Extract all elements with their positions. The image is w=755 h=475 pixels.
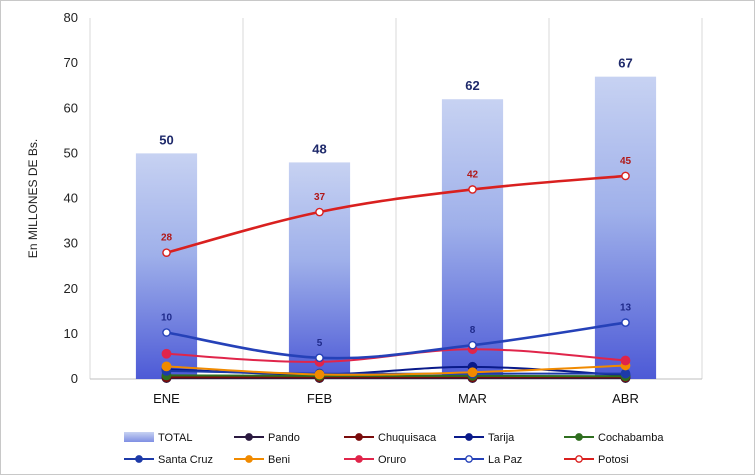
y-tick-label: 10 [64, 326, 78, 341]
y-tick-label: 60 [64, 100, 78, 115]
data-label-total: 62 [465, 78, 479, 93]
y-tick-label: 70 [64, 55, 78, 70]
y-axis-title: En MILLONES DE Bs. [26, 139, 40, 258]
legend-marker-la-paz [465, 455, 473, 463]
legend-label-pando: Pando [268, 432, 300, 444]
x-tick-label: ABR [612, 391, 639, 406]
data-label-potosi: 42 [467, 169, 479, 180]
y-tick-label: 0 [71, 371, 78, 386]
legend-label-potosi: Potosi [598, 454, 629, 466]
bar-total [594, 76, 657, 379]
point-santa-cruz [620, 368, 631, 379]
x-tick-label: ENE [153, 391, 180, 406]
series-line-potosi [166, 174, 626, 254]
legend-marker-santa-cruz [135, 455, 143, 463]
legend-marker-pando [245, 433, 253, 441]
legend-marker-potosi [575, 455, 583, 463]
y-tick-label: 20 [64, 281, 78, 296]
point-la-paz [468, 340, 477, 350]
legend-marker-beni [245, 455, 253, 463]
point-potosi [315, 207, 324, 217]
y-tick-label: 80 [64, 10, 78, 25]
legend-label-chuquisaca: Chuquisaca [378, 432, 437, 444]
data-label-la-paz: 8 [470, 325, 476, 336]
series-line-beni [166, 364, 626, 376]
point-beni [467, 367, 478, 378]
x-tick-label: MAR [458, 391, 487, 406]
data-label-potosi: 45 [620, 156, 632, 167]
point-potosi [621, 171, 630, 181]
legend-marker-chuquisaca [355, 433, 363, 441]
bar-total [288, 162, 351, 379]
data-label-total: 50 [159, 132, 173, 147]
bar-total [135, 153, 198, 379]
y-tick-label: 40 [64, 191, 78, 206]
legend-label-la-paz: La Paz [488, 454, 522, 466]
x-tick-label: FEB [307, 391, 332, 406]
point-la-paz [315, 353, 324, 363]
point-oruro [161, 348, 172, 359]
legend-label-beni: Beni [268, 454, 290, 466]
legend-marker-tarija [465, 433, 473, 441]
y-tick-label: 50 [64, 145, 78, 160]
legend-label-tarija: Tarija [488, 432, 515, 444]
legend-label-cochabamba: Cochabamba [598, 432, 664, 444]
point-potosi [162, 248, 171, 257]
point-beni [161, 361, 172, 372]
legend-swatch-total [124, 432, 154, 442]
legend-label-santa-cruz: Santa Cruz [158, 454, 213, 466]
data-label-potosi: 37 [314, 192, 326, 203]
legend-label-oruro: Oruro [378, 454, 406, 466]
data-label-la-paz: 5 [317, 338, 323, 349]
data-label-total: 67 [618, 56, 632, 71]
data-label-potosi: 28 [161, 233, 173, 244]
legend-label-total: TOTAL [158, 432, 192, 444]
point-potosi [468, 185, 477, 194]
point-la-paz [621, 318, 630, 327]
series-line-cochabamba [166, 374, 626, 378]
legend-marker-oruro [355, 455, 363, 463]
point-la-paz [162, 328, 171, 337]
point-oruro [620, 355, 631, 366]
legend-marker-cochabamba [575, 433, 583, 441]
point-beni [314, 369, 325, 380]
data-label-total: 48 [312, 141, 326, 156]
series-line-la-paz [166, 321, 626, 360]
data-label-la-paz: 10 [161, 313, 173, 324]
y-tick-label: 30 [64, 236, 78, 251]
data-label-la-paz: 13 [620, 303, 632, 314]
bar-total [441, 99, 504, 379]
